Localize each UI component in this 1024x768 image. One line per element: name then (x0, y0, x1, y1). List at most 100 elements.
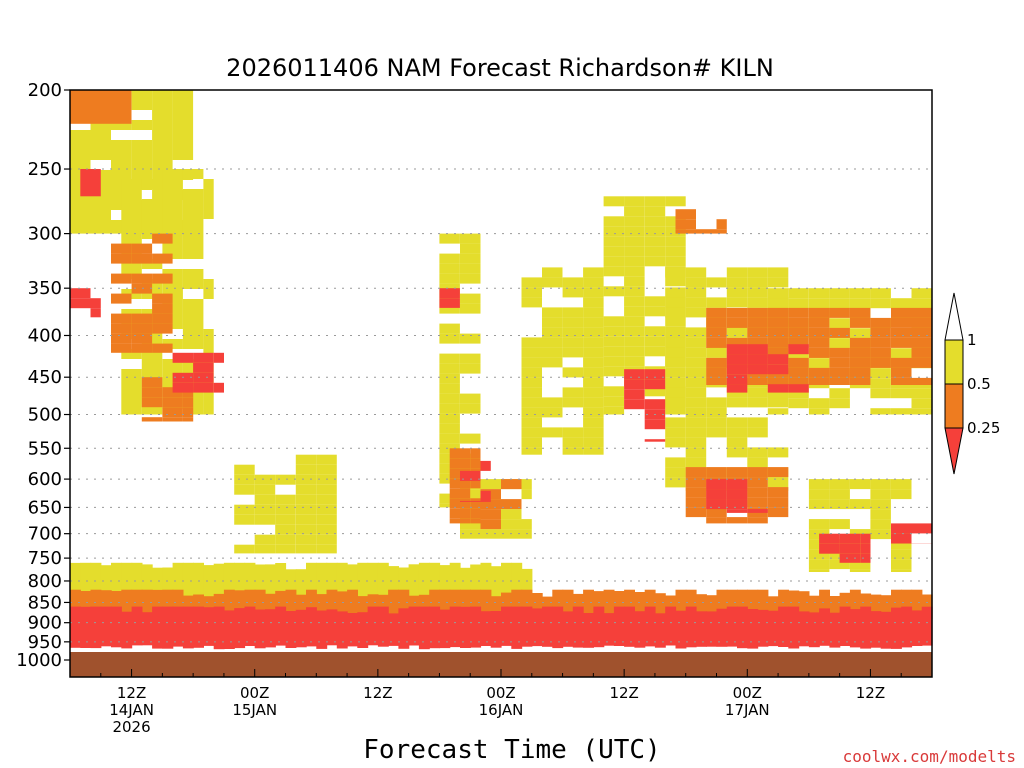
heatmap-cell (716, 229, 727, 234)
y-tick-label: 850 (28, 592, 62, 613)
heatmap-band-cell (716, 608, 728, 647)
heatmap-band-cell (398, 567, 410, 607)
heatmap-cell (152, 303, 173, 314)
heatmap-cell (665, 287, 686, 298)
heatmap-cell (665, 327, 686, 338)
heatmap-band-cell (336, 562, 348, 605)
heatmap-cell (234, 544, 255, 554)
heatmap-cell (767, 467, 789, 478)
heatmap-cell (121, 259, 142, 269)
heatmap-cell (460, 393, 481, 404)
heatmap-cell (131, 150, 153, 160)
heatmap-band-cell (562, 589, 574, 622)
heatmap-cell (275, 544, 296, 554)
colorbar-label: 0.5 (967, 375, 991, 393)
heatmap-cell (767, 384, 789, 393)
heatmap-cell (295, 454, 317, 465)
heatmap-cell (111, 200, 132, 210)
heatmap-cell (121, 199, 142, 209)
heatmap-cell (70, 190, 91, 200)
heatmap-cell (152, 343, 173, 353)
heatmap-cell (111, 293, 132, 304)
y-tick-label: 500 (28, 405, 62, 426)
heatmap-band-cell (808, 612, 820, 648)
heatmap-band-cell (306, 562, 317, 606)
heatmap-cell (685, 437, 707, 448)
heatmap-cell (111, 160, 132, 170)
heatmap-band-cell (696, 594, 707, 623)
heatmap-cell (624, 316, 645, 327)
heatmap-cell (90, 140, 111, 150)
heatmap-cell (562, 307, 584, 318)
heatmap-cell (685, 377, 707, 388)
heatmap-cell (152, 100, 173, 110)
heatmap-cell (829, 519, 850, 530)
heatmap-cell (131, 170, 153, 180)
heatmap-cell (788, 317, 809, 328)
heatmap-cell (706, 467, 727, 478)
heatmap-cell (891, 408, 912, 415)
heatmap-cell (254, 544, 276, 554)
heatmap-cell (665, 457, 686, 468)
heatmap-cell (152, 210, 173, 220)
heatmap-band-cell (470, 589, 482, 620)
heatmap-cell (152, 253, 173, 264)
heatmap-cell (747, 267, 768, 278)
heatmap-cell (521, 407, 542, 418)
heatmap-cell (747, 487, 768, 498)
heatmap-cell (254, 474, 276, 485)
heatmap-band-cell (747, 609, 759, 649)
heatmap-cell (911, 327, 932, 338)
heatmap-cell (870, 337, 891, 348)
heatmap-cell (521, 427, 542, 438)
heatmap-cell (747, 297, 768, 308)
heatmap-cell (706, 377, 727, 385)
heatmap-cell (603, 396, 625, 407)
heatmap-cell (152, 180, 173, 190)
heatmap-band-cell (552, 606, 564, 649)
heatmap-band-cell (326, 589, 338, 621)
heatmap-cell (141, 179, 163, 189)
heatmap-cell (665, 467, 686, 478)
heatmap-band-cell (244, 589, 256, 620)
heatmap-cell (172, 382, 194, 393)
heatmap-cell (808, 569, 830, 572)
heatmap-band-cell (70, 562, 81, 604)
heatmap-cell (470, 478, 481, 489)
heatmap-cell (603, 246, 625, 257)
heatmap-cell (603, 346, 625, 357)
heatmap-cell (870, 368, 891, 379)
heatmap-cell (460, 233, 481, 244)
heatmap-band-cell (141, 589, 153, 621)
heatmap-cell (193, 362, 214, 373)
heatmap-cell (685, 507, 707, 518)
heatmap-cell (70, 130, 91, 140)
heatmap-cell (131, 253, 153, 264)
heatmap-cell (726, 467, 748, 478)
heatmap-cell (891, 559, 912, 570)
colorbar-top-arrow (944, 292, 964, 341)
heatmap-cell (439, 333, 460, 344)
heatmap-cell (726, 297, 748, 308)
heatmap-cell (644, 306, 666, 317)
heatmap-cell (706, 407, 727, 418)
heatmap-band-cell (552, 589, 564, 621)
heatmap-cell (111, 150, 132, 160)
heatmap-band-cell (726, 589, 738, 620)
heatmap-cell (788, 337, 809, 348)
heatmap-cell (767, 388, 789, 399)
heatmap-cell (172, 100, 194, 110)
heatmap-cell (685, 387, 707, 398)
heatmap-cell (788, 398, 809, 409)
heatmap-cell (121, 179, 142, 189)
heatmap-cell (665, 417, 686, 428)
heatmap-band-cell (901, 589, 913, 623)
heatmap-cell (726, 344, 748, 355)
heatmap-cell (203, 209, 214, 219)
heatmap-cell (562, 447, 584, 455)
heatmap-cell (521, 387, 542, 398)
heatmap-band-cell (172, 589, 184, 621)
heatmap-cell (70, 288, 91, 299)
heatmap-band-cell (388, 613, 399, 646)
heatmap-band-cell (613, 606, 625, 646)
